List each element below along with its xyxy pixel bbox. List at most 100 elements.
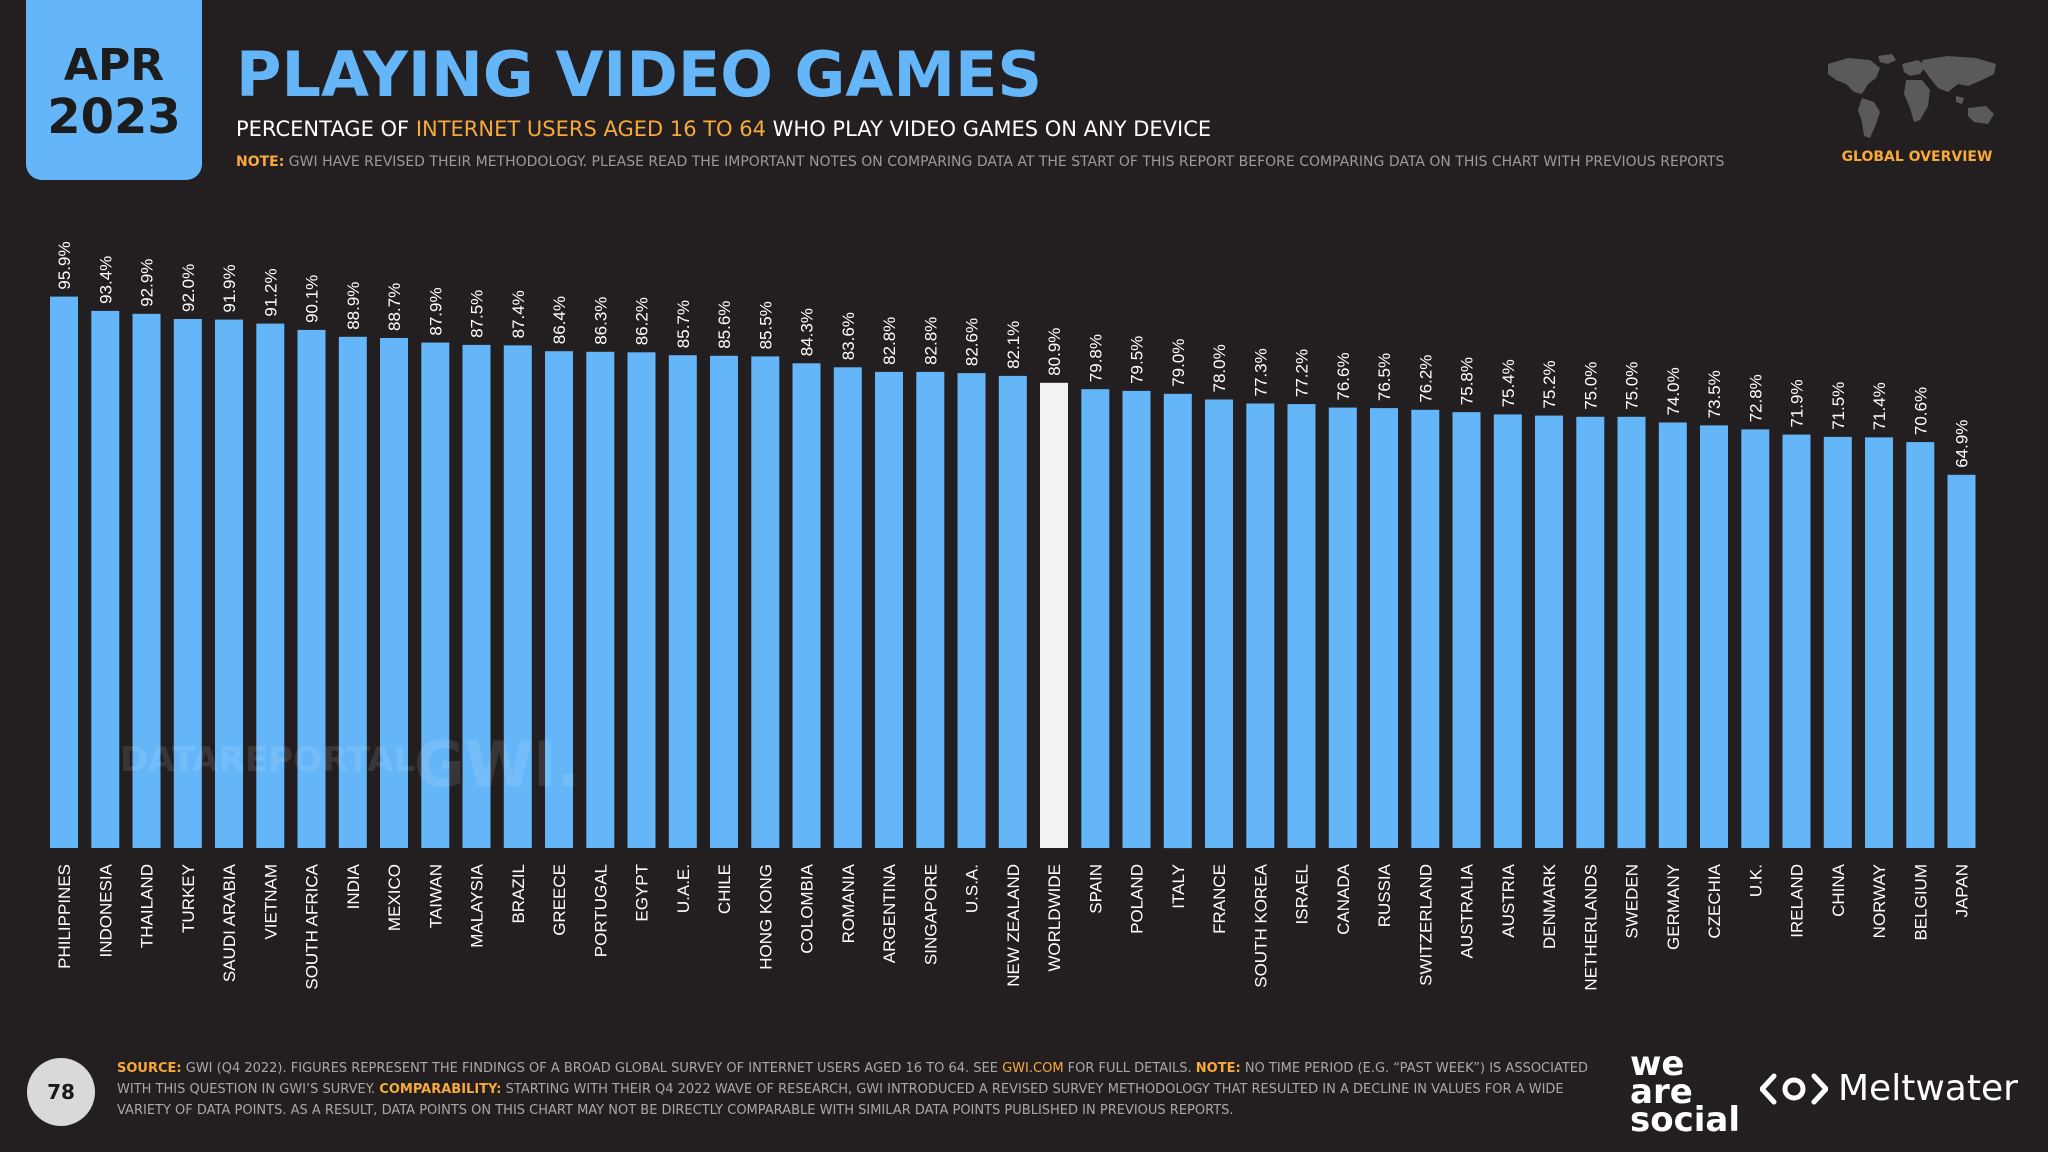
category-label-chile: CHILE — [715, 864, 734, 914]
value-label-spain: 79.8% — [1086, 334, 1105, 382]
category-label-canada: CANADA — [1334, 863, 1353, 935]
value-label-new-zealand: 82.1% — [1004, 321, 1023, 369]
category-label-italy: ITALY — [1169, 864, 1188, 909]
bar-brazil — [503, 345, 532, 848]
value-label-norway: 71.4% — [1870, 382, 1889, 430]
value-label-india: 88.9% — [344, 282, 363, 330]
bar-belgium — [1906, 442, 1935, 848]
category-label-hong-kong: HONG KONG — [756, 864, 775, 970]
category-label-romania: ROMANIA — [839, 863, 858, 943]
value-label-vietnam: 91.2% — [261, 268, 280, 316]
value-label-portugal: 86.3% — [591, 297, 610, 345]
bar-u-a-e — [668, 355, 697, 848]
category-label-new-zealand: NEW ZEALAND — [1004, 864, 1023, 987]
category-label-colombia: COLOMBIA — [798, 863, 817, 953]
category-label-austria: AUSTRIA — [1499, 863, 1518, 937]
note-text: GWI HAVE REVISED THEIR METHODOLOGY. PLEA… — [284, 154, 1725, 170]
value-label-philippines: 95.9% — [55, 241, 74, 289]
bar-philippines — [50, 296, 78, 849]
category-label-spain: SPAIN — [1086, 864, 1105, 914]
bar-thailand — [132, 313, 161, 848]
value-label-germany: 74.0% — [1664, 367, 1683, 415]
value-label-chile: 85.6% — [715, 301, 734, 349]
category-label-israel: ISRAEL — [1293, 864, 1312, 924]
value-label-u-s-a: 82.6% — [963, 318, 982, 366]
category-label-philippines: PHILIPPINES — [55, 864, 74, 969]
bar-romania — [833, 367, 862, 848]
bar-netherlands — [1576, 416, 1605, 849]
bar-vietnam — [256, 323, 285, 849]
value-label-canada: 76.6% — [1334, 352, 1353, 400]
value-label-czechia: 73.5% — [1705, 370, 1724, 418]
value-label-south-africa: 90.1% — [303, 275, 322, 323]
bar-india — [338, 336, 367, 848]
value-label-malaysia: 87.5% — [468, 290, 487, 338]
value-label-denmark: 75.2% — [1540, 360, 1559, 408]
bars-group — [50, 296, 1976, 849]
footer-note-label: NOTE: — [1195, 1061, 1241, 1076]
gwi-link[interactable]: GWI.COM — [1002, 1061, 1064, 1076]
value-label-colombia: 84.3% — [798, 308, 817, 356]
value-label-turkey: 92.0% — [179, 264, 198, 312]
value-label-singapore: 82.8% — [921, 317, 940, 365]
category-label-australia: AUSTRALIA — [1458, 863, 1477, 958]
date-badge: APR 2023 — [26, 0, 202, 180]
source-text: GWI (Q4 2022). FIGURES REPRESENT THE FIN… — [181, 1061, 1003, 1076]
footer-source: SOURCE: GWI (Q4 2022). FIGURES REPRESENT… — [117, 1058, 1597, 1121]
category-label-india: INDIA — [344, 863, 363, 909]
bar-canada — [1328, 407, 1357, 848]
category-label-switzerland: SWITZERLAND — [1416, 864, 1435, 986]
bar-germany — [1658, 422, 1687, 848]
category-label-indonesia: INDONESIA — [96, 863, 115, 957]
subtitle-post: WHO PLAY VIDEO GAMES ON ANY DEVICE — [765, 117, 1212, 141]
bar-switzerland — [1411, 409, 1440, 848]
category-label-mexico: MEXICO — [385, 864, 404, 931]
category-label-argentina: ARGENTINA — [880, 863, 899, 963]
value-label-brazil: 87.4% — [509, 290, 528, 338]
category-labels-group: PHILIPPINES INDONESIA THAILAND TURKEY SAUDI … — [55, 863, 1972, 990]
meltwater-logo: Meltwater — [1760, 1068, 2018, 1109]
bar-portugal — [586, 351, 615, 848]
bar-greece — [545, 351, 573, 848]
bar-russia — [1370, 408, 1398, 848]
page-title: PLAYING VIDEO GAMES — [236, 38, 1043, 111]
value-label-russia: 76.5% — [1375, 353, 1394, 401]
category-label-thailand: THAILAND — [138, 864, 157, 948]
category-label-norway: NORWAY — [1870, 864, 1889, 938]
bar-u-k — [1741, 429, 1770, 848]
world-map-icon — [1828, 54, 1996, 138]
bar-mexico — [380, 338, 408, 848]
bar-sweden — [1617, 416, 1646, 849]
value-label-egypt: 86.2% — [633, 297, 652, 345]
logo-we: we — [1630, 1044, 1685, 1084]
we-are-social-logo: we are social — [1630, 1044, 1746, 1137]
category-label-netherlands: NETHERLANDS — [1581, 864, 1600, 991]
category-label-u-k: U.K. — [1746, 864, 1765, 897]
bar-new-zealand — [998, 375, 1027, 848]
value-label-israel: 77.2% — [1293, 349, 1312, 397]
footer-note-text: NO TIME PERIOD (E.G. “PAST WEEK”) IS ASS… — [117, 1061, 1589, 1097]
note-label: NOTE: — [236, 154, 285, 170]
bar-egypt — [627, 352, 656, 848]
value-label-austria: 75.4% — [1499, 359, 1518, 407]
value-label-netherlands: 75.0% — [1581, 362, 1600, 410]
category-label-south-africa: SOUTH AFRICA — [303, 863, 322, 989]
bar-japan — [1947, 474, 1976, 848]
bar-chile — [710, 355, 738, 848]
bar-colombia — [792, 363, 821, 848]
value-label-taiwan: 87.9% — [426, 287, 445, 335]
bar-israel — [1287, 404, 1316, 848]
page-number: 78 — [27, 1058, 95, 1126]
methodology-note: NOTE: GWI HAVE REVISED THEIR METHODOLOGY… — [236, 154, 1724, 170]
value-label-indonesia: 93.4% — [96, 256, 115, 304]
value-label-china: 71.5% — [1829, 382, 1848, 430]
subtitle: PERCENTAGE OF INTERNET USERS AGED 16 TO … — [236, 117, 1211, 141]
value-label-ireland: 71.9% — [1788, 379, 1807, 427]
bar-czechia — [1700, 425, 1728, 848]
bar-hong-kong — [751, 356, 780, 848]
category-label-brazil: BRAZIL — [509, 864, 528, 924]
bar-saudi-arabia — [215, 319, 243, 849]
value-label-belgium: 70.6% — [1911, 387, 1930, 435]
value-label-saudi-arabia: 91.9% — [220, 264, 239, 312]
bar-taiwan — [421, 342, 450, 848]
